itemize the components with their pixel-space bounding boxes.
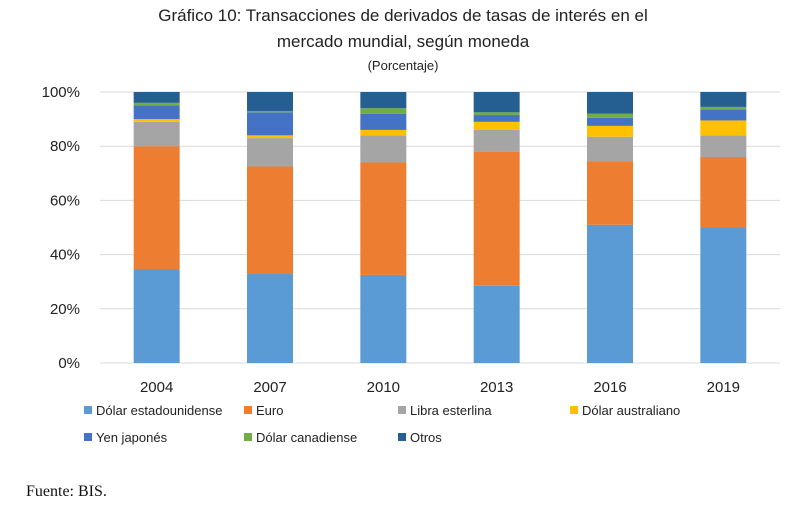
bar-segment (700, 157, 747, 228)
legend-label: Yen japonés (96, 430, 168, 445)
legend-label: Dólar canadiense (256, 430, 357, 445)
bar-segment (473, 151, 520, 286)
bar-segment (133, 269, 180, 363)
bar-segment (133, 121, 180, 147)
bar-segment (360, 92, 407, 109)
bar-segment (247, 273, 293, 363)
stacked-bar-chart: 0% 20% 40% 60% 80% 100% 2004 2007 2010 2013 2016 20… (42, 84, 780, 445)
bar-segment (360, 135, 407, 163)
bar-segment (473, 129, 520, 152)
bar-segment (360, 162, 407, 275)
y-tick-label: 40% (50, 247, 80, 264)
legend-swatch (398, 433, 406, 441)
x-tick-label: 2010 (367, 379, 400, 396)
bar-segment (700, 227, 747, 363)
bar-segment (133, 105, 180, 120)
legend-label: Euro (256, 403, 283, 418)
y-tick-label: 100% (42, 84, 80, 101)
bar-segment (587, 113, 633, 118)
bar-segment (247, 110, 293, 113)
bar-segment (587, 224, 633, 363)
bar-segment (587, 117, 633, 126)
bar-segment (360, 113, 407, 130)
x-tick-label: 2004 (140, 379, 173, 396)
bar-segment (700, 109, 747, 121)
chart-title: Gráfico 10: Transacciones de derivados d… (158, 6, 648, 25)
y-tick-label: 60% (50, 192, 80, 209)
bar-segment (133, 102, 180, 106)
bar-segment (360, 108, 407, 114)
legend-swatch (398, 406, 406, 414)
bar-segment (473, 285, 520, 363)
y-tick-label: 80% (50, 138, 80, 155)
legend-swatch (244, 406, 252, 414)
legend-label: Otros (410, 430, 442, 445)
legend-swatch (84, 406, 92, 414)
bar-segment (587, 125, 633, 137)
bar-segment (360, 129, 407, 136)
bar-segment (700, 106, 747, 110)
bar-segment (700, 120, 747, 136)
bar-segment (473, 92, 520, 113)
bar-segment (247, 135, 293, 139)
legend-swatch (244, 433, 252, 441)
y-tick-label: 20% (50, 301, 80, 318)
bar-segment (247, 138, 293, 167)
x-tick-label: 2019 (707, 379, 740, 396)
bar-segment (133, 146, 180, 270)
legend-swatch (84, 433, 92, 441)
legend-label: Dólar australiano (582, 403, 680, 418)
bar-segment (247, 92, 293, 111)
chart-subtitle: (Porcentaje) (367, 58, 439, 73)
legend-label: Dólar estadounidense (96, 403, 222, 418)
x-tick-label: 2016 (593, 379, 626, 396)
bar-segment (587, 136, 633, 162)
x-tick-label: 2007 (253, 379, 286, 396)
bar-segment (587, 92, 633, 114)
legend-swatch (570, 406, 578, 414)
bar-segment (700, 92, 747, 107)
bar-segment (133, 92, 180, 103)
bar-segment (473, 112, 520, 116)
bar-segment (700, 135, 747, 158)
bar-segment (473, 121, 520, 130)
bar-segment (247, 112, 293, 136)
bar-segment (587, 161, 633, 225)
chart-title-line2: mercado mundial, según moneda (276, 32, 530, 51)
y-tick-label: 0% (58, 355, 80, 372)
bar-segment (133, 119, 180, 122)
legend-label: Libra esterlina (410, 403, 492, 418)
x-tick-label: 2013 (480, 379, 513, 396)
bar-segment (473, 115, 520, 122)
bar-segment (247, 166, 293, 274)
source-note: Fuente: BIS. (26, 483, 107, 500)
bar-segment (360, 274, 407, 363)
